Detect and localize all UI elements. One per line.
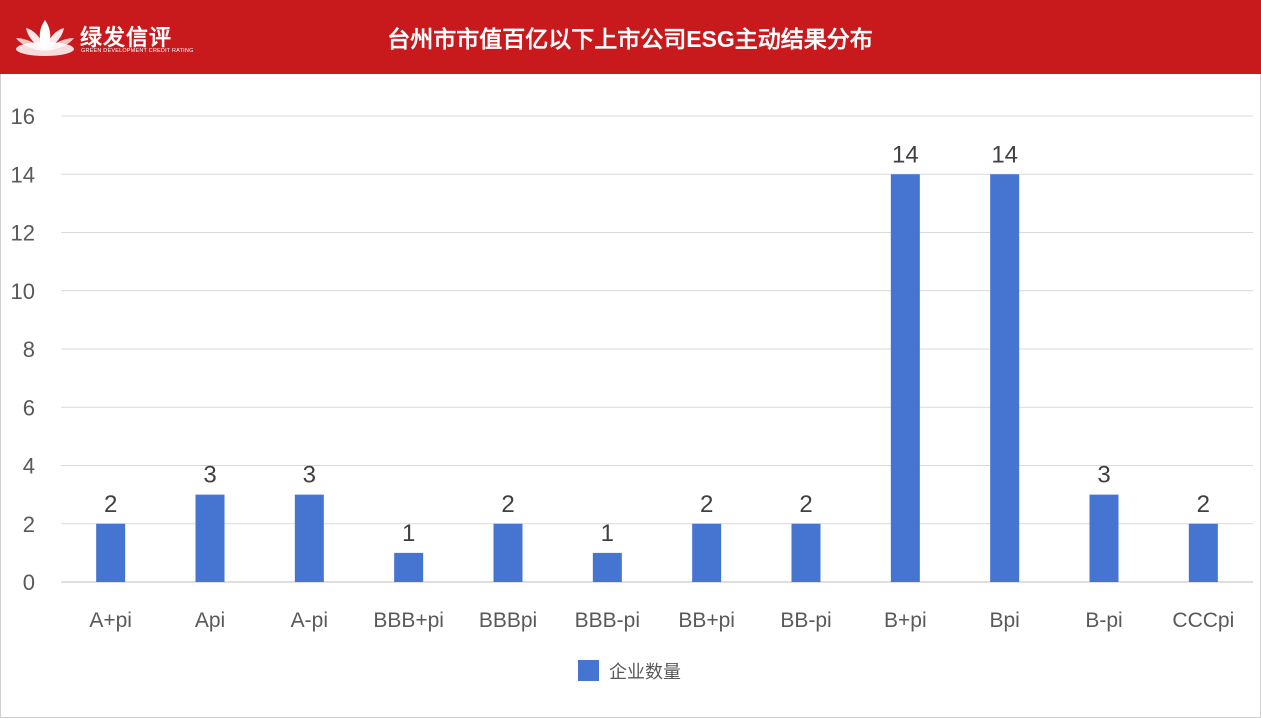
x-tick-label: BBBpi [479, 609, 537, 632]
bar [96, 523, 126, 582]
data-label: 3 [203, 462, 216, 489]
data-label: 1 [601, 520, 614, 547]
x-tick-label: BBB+pi [373, 609, 444, 632]
y-tick-label: 2 [23, 512, 35, 537]
x-tick-label: BB-pi [780, 609, 831, 632]
bar [990, 174, 1020, 582]
bar [592, 552, 622, 582]
legend: 企业数量 [578, 660, 681, 682]
y-tick-label: 14 [11, 162, 35, 187]
lotus-icon [16, 20, 74, 56]
data-label: 3 [303, 462, 316, 489]
bar [791, 523, 821, 582]
x-tick-label: B+pi [884, 609, 927, 632]
x-tick-label: CCCpi [1172, 609, 1234, 632]
page-title: 台州市市值百亿以下上市公司ESG主动结果分布 [387, 26, 873, 52]
bars [96, 174, 1218, 582]
bar [294, 494, 324, 582]
logo-name-en: GREEN DEVELOPMENT CREDIT RATING [81, 48, 194, 54]
data-label: 1 [402, 520, 415, 547]
x-tick-label: Bpi [989, 609, 1019, 632]
x-axis-ticks: A+pi Api A-pi BBB+pi BBBpi BBB-pi BB+pi BB-pi B+… [89, 609, 1234, 632]
gridlines [61, 115, 1253, 583]
x-tick-label: BB+pi [678, 609, 735, 632]
bar [195, 494, 225, 582]
bar [890, 174, 920, 582]
bar [1188, 523, 1218, 582]
bar [692, 523, 722, 582]
header-bar: 绿发信评 GREEN DEVELOPMENT CREDIT RATING 台州市… [0, 0, 1261, 74]
y-tick-label: 4 [23, 454, 35, 479]
data-label: 2 [501, 491, 514, 518]
data-labels: 2 3 3 1 2 1 2 2 14 14 3 2 [104, 141, 1210, 547]
y-tick-label: 16 [11, 104, 35, 129]
logo-name-cn: 绿发信评 [80, 25, 173, 50]
y-tick-label: 12 [11, 221, 35, 246]
legend-label: 企业数量 [609, 662, 681, 682]
data-label: 14 [991, 141, 1018, 168]
data-label: 2 [1197, 491, 1210, 518]
y-tick-label: 8 [23, 337, 35, 362]
x-tick-label: B-pi [1085, 609, 1122, 632]
x-tick-label: A+pi [89, 609, 132, 632]
data-label: 14 [892, 141, 919, 168]
bar [1089, 494, 1119, 582]
data-label: 2 [104, 491, 117, 518]
legend-swatch [578, 660, 599, 681]
bar [493, 523, 523, 582]
y-tick-label: 0 [23, 570, 35, 595]
x-tick-label: BBB-pi [575, 609, 640, 632]
x-tick-label: A-pi [291, 609, 328, 632]
chart-frame: 0 2 4 6 8 10 12 14 16 2 3 3 1 2 1 2 2 14 14 3 2 A+pi Api A-pi… [0, 74, 1261, 718]
data-label: 2 [700, 491, 713, 518]
y-tick-label: 10 [11, 279, 35, 304]
bar [394, 552, 424, 582]
y-axis-ticks: 0 2 4 6 8 10 12 14 16 [11, 104, 35, 595]
data-label: 3 [1097, 462, 1110, 489]
y-tick-label: 6 [23, 395, 35, 420]
logo: 绿发信评 GREEN DEVELOPMENT CREDIT RATING [14, 14, 194, 60]
data-label: 2 [799, 491, 812, 518]
x-tick-label: Api [195, 609, 225, 632]
